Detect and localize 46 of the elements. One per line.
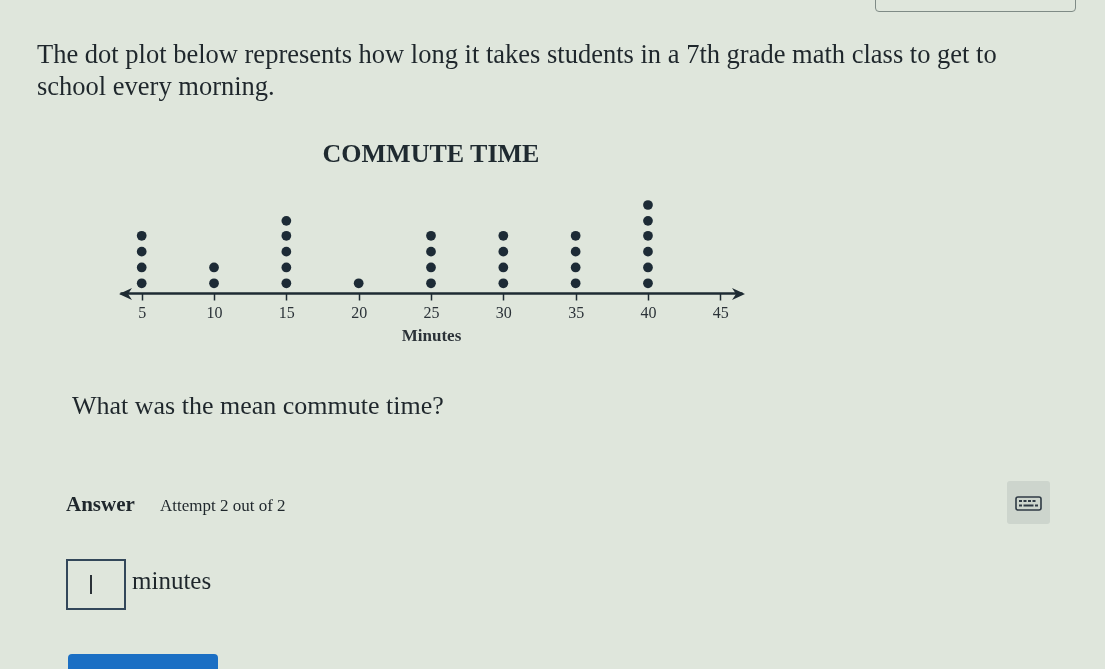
- point: [353, 278, 364, 289]
- point: [643, 246, 653, 257]
- point: [570, 230, 581, 241]
- point: [209, 262, 219, 273]
- point: [498, 262, 509, 273]
- x-tick-label: 25: [423, 303, 440, 321]
- text: What was the mean commute time?: [72, 390, 444, 421]
- point: [281, 262, 292, 273]
- point: [498, 246, 509, 257]
- text: Attempt 2 out of 2: [160, 496, 286, 516]
- point: [426, 246, 436, 257]
- x-tick-label: 45: [712, 303, 729, 321]
- point: [570, 246, 581, 257]
- x-tick-label: 5: [138, 303, 147, 321]
- point: [426, 278, 436, 289]
- x-tick-label: 40: [640, 303, 657, 321]
- x-tick-label: 35: [568, 303, 585, 321]
- text: Answer: [66, 492, 135, 517]
- point: [209, 278, 219, 289]
- point: [136, 262, 147, 273]
- text: minutes: [132, 566, 212, 596]
- x-tick-label: 20: [351, 303, 368, 321]
- chart-title: COMMUTE TIME: [322, 139, 540, 169]
- text: The dot plot below represents how long it takes students in a 7th grade math class to get to school every morning.: [37, 38, 998, 102]
- point: [281, 246, 292, 257]
- point: [426, 262, 436, 273]
- point: [643, 262, 653, 273]
- point: [498, 230, 509, 241]
- point: [643, 230, 653, 241]
- x-tick-label: 10: [206, 303, 223, 321]
- x-tick-label: 30: [495, 303, 512, 321]
- point: [643, 215, 653, 226]
- x-axis-title: Minutes: [401, 325, 462, 345]
- point: [281, 278, 292, 289]
- point: [643, 278, 653, 289]
- point: [643, 200, 653, 210]
- x-tick-label: 15: [278, 303, 295, 321]
- point: [136, 278, 147, 289]
- point: [281, 215, 292, 226]
- point: [498, 278, 509, 289]
- point: [426, 230, 436, 241]
- point: [570, 262, 581, 273]
- point: [136, 230, 147, 241]
- point: [570, 278, 581, 289]
- point: [136, 246, 147, 257]
- point: [281, 230, 292, 241]
